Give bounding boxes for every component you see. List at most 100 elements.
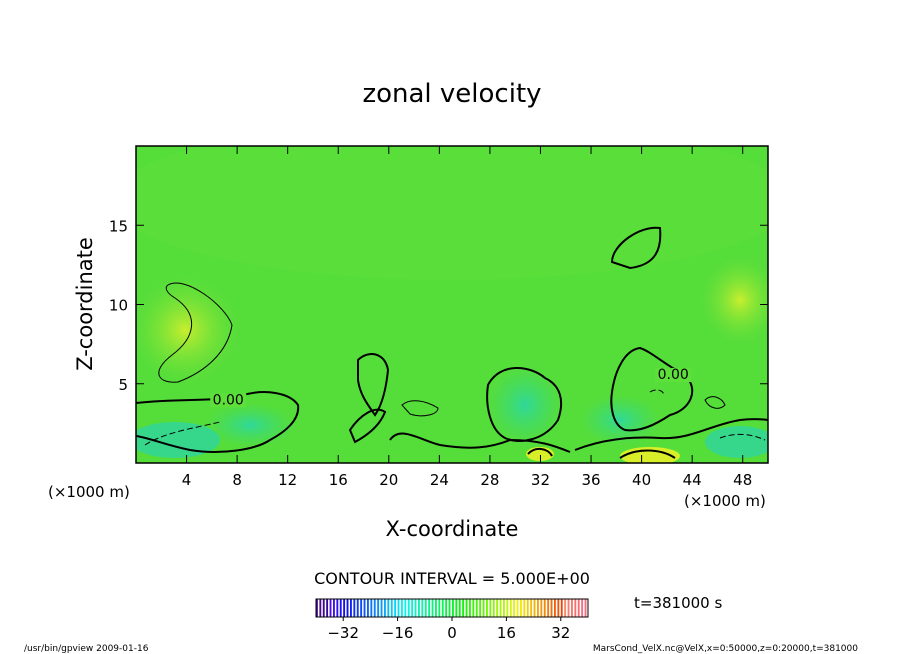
colorbar-stripe <box>401 599 403 617</box>
colorbar-stripe <box>506 599 509 617</box>
colorbar <box>316 599 587 617</box>
contour-line <box>610 346 694 432</box>
colorbar-stripe <box>492 599 495 617</box>
colorbar-stripe <box>458 599 461 617</box>
contour-label-bg <box>210 393 247 408</box>
colorbar-stripe <box>329 599 332 617</box>
colorbar-stripe <box>404 599 407 617</box>
colorbar-stripe <box>452 599 454 617</box>
x-axis: 4 8 12 16 20 24 28 32 36 40 44 48 <box>182 146 752 489</box>
colorbar-stripe <box>455 599 458 617</box>
field-cool-2 <box>205 403 295 447</box>
colorbar-stripe <box>319 599 322 617</box>
contour-line <box>389 432 571 453</box>
colorbar-stripe <box>316 599 318 617</box>
colorbar-stripe <box>523 599 526 617</box>
colorbar-stripe <box>537 599 539 617</box>
y-tick-label: 15 <box>109 217 128 235</box>
x-unit-left: (×1000 m) <box>48 483 130 501</box>
x-tick-label: 40 <box>632 471 651 489</box>
colorbar-stripe <box>360 599 363 617</box>
colorbar-stripe <box>557 599 560 617</box>
contour-line <box>704 396 726 409</box>
chart-title: zonal velocity <box>362 79 541 109</box>
x-tick-label: 4 <box>182 471 192 489</box>
field-warm-left <box>136 275 240 385</box>
y-tick-label: 5 <box>118 376 128 394</box>
y-tick-label: 10 <box>109 297 128 315</box>
contour-lines <box>136 226 768 459</box>
colorbar-stripe <box>333 599 335 617</box>
contour-label: 0.00 <box>658 367 689 383</box>
colorbar-stripe <box>384 599 386 617</box>
colorbar-stripe <box>441 599 444 617</box>
colorbar-stripe <box>431 599 434 617</box>
colorbar-stripe <box>356 599 359 617</box>
x-tick-label: 8 <box>232 471 242 489</box>
colorbar-stripe <box>513 599 516 617</box>
contour-line <box>158 282 233 383</box>
colorbar-stripe <box>350 599 352 617</box>
colorbar-stripe <box>482 599 485 617</box>
y-axis: 5 10 15 <box>109 217 768 394</box>
field-upper-band <box>136 146 768 280</box>
plot-area: 0.00 0.00 <box>136 146 768 463</box>
field-warm-right <box>700 255 768 345</box>
x-tick-label: 20 <box>379 471 398 489</box>
colorbar-stripe <box>540 599 543 617</box>
x-axis-label: X-coordinate <box>386 517 519 541</box>
colorbar-stripe <box>370 599 373 617</box>
colorbar-stripe <box>560 599 563 617</box>
colorbar-stripe <box>469 599 471 617</box>
time-label: t=381000 s <box>634 594 722 612</box>
contour-line <box>357 353 390 417</box>
colorbar-stripe <box>530 599 533 617</box>
colorbar-stripe <box>496 599 499 617</box>
colorbar-stripe <box>516 599 519 617</box>
colorbar-stripe <box>322 599 325 617</box>
colorbar-stripe <box>520 599 522 617</box>
contour-line <box>574 418 768 451</box>
x-tick-label: 48 <box>733 471 752 489</box>
colorbar-stripe <box>421 599 424 617</box>
x-tick-label: 36 <box>581 471 600 489</box>
colorbar-stripe <box>499 599 502 617</box>
colorbar-stripe <box>509 599 512 617</box>
colorbar-stripe <box>438 599 441 617</box>
contour-line <box>348 408 387 444</box>
colorbar-tick-label: 0 <box>447 624 457 642</box>
colorbar-tick-label: 32 <box>551 624 570 642</box>
colorbar-stripe <box>574 599 577 617</box>
colorbar-stripe <box>472 599 475 617</box>
colorbar-stripe <box>377 599 380 617</box>
contour-line <box>486 366 563 442</box>
colorbar-stripe <box>373 599 376 617</box>
colorbar-stripe <box>547 599 550 617</box>
colorbar-tick-label: −32 <box>327 624 359 642</box>
colorbar-ticks: −32 −16 0 16 32 <box>327 617 570 642</box>
colorbar-stripe <box>445 599 448 617</box>
footer-left: /usr/bin/gpview 2009-01-16 <box>24 644 149 654</box>
contour-line <box>527 448 553 457</box>
colorbar-stripe <box>489 599 492 617</box>
contour-line <box>719 433 766 441</box>
x-unit-right: (×1000 m) <box>684 492 766 510</box>
colorbar-stripe <box>503 599 505 617</box>
colorbar-stripe <box>526 599 529 617</box>
colorbar-stripe <box>397 599 400 617</box>
colorbar-stripe <box>486 599 488 617</box>
colorbar-stripe <box>479 599 482 617</box>
field-cool-1 <box>487 365 563 445</box>
colorbar-stripe <box>363 599 366 617</box>
colorbar-stripe <box>564 599 567 617</box>
colorbar-stripe <box>411 599 414 617</box>
field-cool-3 <box>580 395 660 445</box>
colorbar-stripe <box>554 599 556 617</box>
colorbar-tick-label: 16 <box>497 624 516 642</box>
colorbar-stripe <box>380 599 383 617</box>
colorbar-stripe <box>581 599 584 617</box>
colorbar-stripe <box>418 599 420 617</box>
colorbar-stripe <box>394 599 397 617</box>
colorbar-stripe <box>543 599 546 617</box>
x-tick-label: 24 <box>430 471 449 489</box>
